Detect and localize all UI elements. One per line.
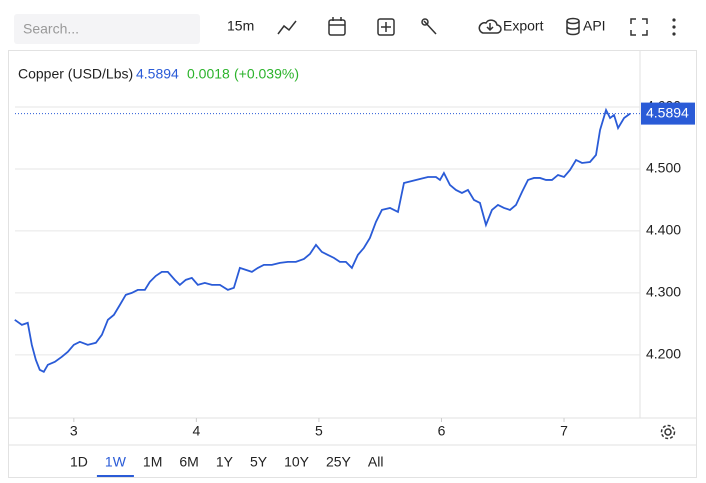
last-price-tag <box>641 102 695 125</box>
y-tick-label: 4.400 <box>646 222 681 238</box>
export-icon[interactable] <box>478 19 502 34</box>
y-tick-label: 4.300 <box>646 284 681 300</box>
y-tick-label: 4.500 <box>646 160 681 176</box>
last-price-tag-label: 4.5894 <box>646 104 689 120</box>
export-button[interactable]: Export <box>503 18 544 34</box>
price-line <box>14 107 631 373</box>
x-tick-label: 4 <box>192 423 200 439</box>
tools-icon[interactable] <box>421 18 437 35</box>
menu-icon[interactable] <box>672 18 676 36</box>
chart-frame <box>8 50 697 478</box>
range-button[interactable]: 1Y <box>216 454 234 470</box>
change-percent: (+0.039%) <box>234 66 299 82</box>
calendar-icon[interactable] <box>328 17 346 36</box>
range-button[interactable]: 1D <box>70 454 88 470</box>
indicator-icon[interactable] <box>377 18 395 36</box>
chart-type-icon[interactable] <box>277 20 297 35</box>
series-name: Copper (USD/Lbs) <box>18 66 133 82</box>
fullscreen-icon[interactable] <box>630 18 648 36</box>
x-tick-label: 6 <box>438 423 446 439</box>
api-icon[interactable] <box>566 17 580 36</box>
x-tick-label: 5 <box>315 423 323 439</box>
search-box[interactable] <box>14 14 200 44</box>
range-bar: 1D 1W 1M 6M 1Y 5Y 10Y 25Y All <box>70 454 384 477</box>
api-button[interactable]: API <box>583 18 606 34</box>
last-price: 4.5894 <box>136 66 179 82</box>
range-button[interactable]: 6M <box>179 454 198 470</box>
range-button[interactable]: 25Y <box>326 454 352 470</box>
interval-button[interactable]: 15m <box>227 18 254 34</box>
range-button[interactable]: 1W <box>105 454 127 470</box>
range-button[interactable]: All <box>368 454 384 470</box>
gear-icon[interactable] <box>660 424 676 440</box>
range-button[interactable]: 1M <box>143 454 162 470</box>
y-tick-label: 4.200 <box>646 346 681 362</box>
change: 0.0018 <box>187 66 230 82</box>
range-button[interactable]: 5Y <box>250 454 268 470</box>
range-button[interactable]: 10Y <box>284 454 310 470</box>
x-tick-label: 7 <box>560 423 568 439</box>
search-placeholder[interactable]: Search... <box>23 21 79 37</box>
x-tick-label: 3 <box>70 423 78 439</box>
